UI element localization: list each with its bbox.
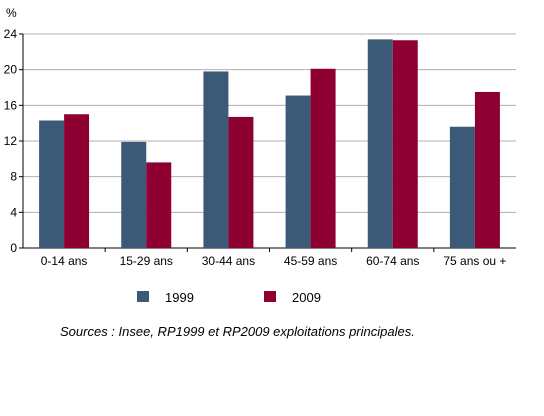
bar-1999-4: [367, 39, 393, 248]
bar-1999-2: [203, 71, 229, 248]
axes: [19, 33, 516, 252]
legend-swatch-2009: [264, 291, 276, 302]
bar-1999-1: [121, 141, 147, 248]
legend: 1999 2009: [137, 290, 321, 305]
bar-2009-5: [474, 91, 500, 248]
category-label: 60-74 ans: [366, 254, 419, 268]
y-tick-label: 16: [4, 98, 18, 112]
category-label: 45-59 ans: [284, 254, 337, 268]
gridlines: [23, 33, 516, 213]
y-tick-label: 20: [4, 63, 18, 77]
bar-2009-1: [146, 162, 172, 248]
category-label: 0-14 ans: [41, 254, 88, 268]
bar-2009-4: [392, 40, 418, 248]
bar-2009-2: [228, 116, 254, 248]
bar-2009-0: [64, 114, 90, 248]
category-label: 15-29 ans: [120, 254, 173, 268]
bar-1999-3: [285, 95, 311, 249]
source-note: Sources : Insee, RP1999 et RP2009 exploi…: [60, 324, 415, 339]
bars: [39, 39, 500, 249]
legend-swatch-1999: [137, 291, 149, 302]
y-tick-label: 24: [4, 27, 18, 41]
category-label: 30-44 ans: [202, 254, 255, 268]
category-labels: 0-14 ans 15-29 ans 30-44 ans 45-59 ans 60-74…: [41, 254, 507, 268]
y-tick-label: 12: [4, 134, 18, 148]
y-axis-unit-label: %: [6, 6, 17, 20]
bar-1999-5: [449, 126, 475, 248]
category-label: 75 ans ou +: [443, 254, 506, 268]
y-tick-labels: 0 4 8 12 16 20 24: [4, 27, 18, 255]
y-tick-label: 8: [10, 170, 17, 184]
legend-label-2009: 2009: [292, 290, 321, 305]
y-tick-label: 0: [10, 241, 17, 255]
legend-label-1999: 1999: [165, 290, 194, 305]
y-tick-label: 4: [10, 205, 17, 219]
bar-2009-3: [310, 68, 336, 249]
bar-1999-0: [39, 120, 65, 248]
